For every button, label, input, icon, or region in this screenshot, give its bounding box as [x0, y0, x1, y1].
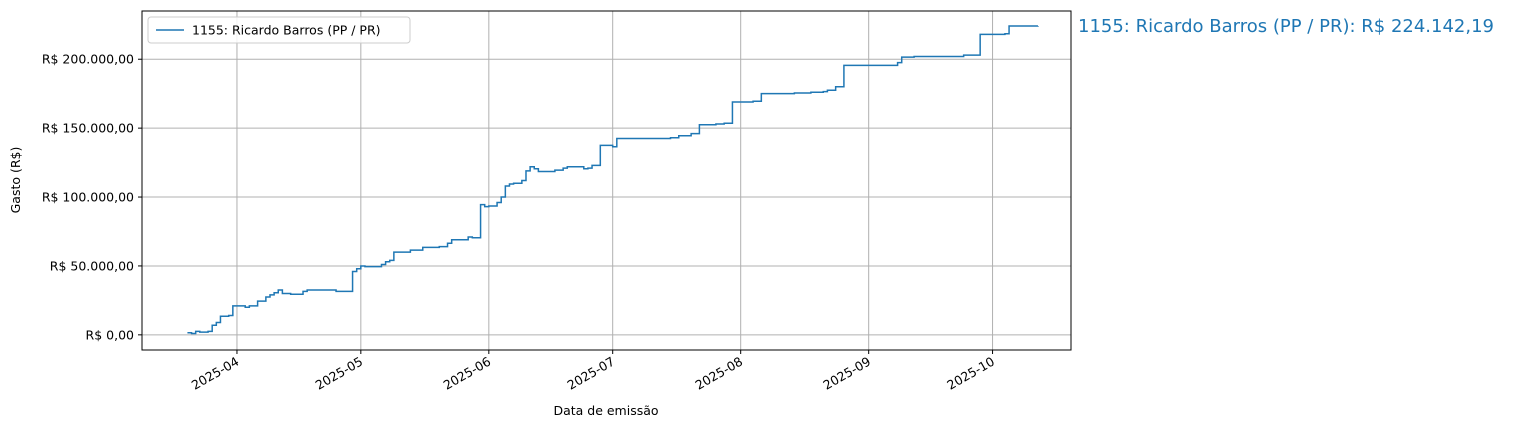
x-tick-label-3: 2025-07 [564, 354, 617, 393]
legend-entry-label: 1155: Ricardo Barros (PP / PR) [192, 23, 381, 38]
x-tick-label-2: 2025-06 [441, 354, 494, 393]
series-layer [187, 25, 1039, 335]
y-tick-label-3: R$ 150.000,00 [42, 121, 134, 136]
y-axis: R$ 0,00 R$ 50.000,00 R$ 100.000,00 R$ 150.0… [42, 52, 142, 342]
legend: 1155: Ricardo Barros (PP / PR) [147, 16, 411, 44]
x-tick-label-0: 2025-04 [189, 354, 242, 393]
y-tick-label-0: R$ 0,00 [86, 327, 134, 342]
x-tick-label-1: 2025-05 [313, 354, 366, 393]
total-annotation: 1155: Ricardo Barros (PP / PR): R$ 224.1… [1078, 16, 1494, 37]
y-tick-label-2: R$ 100.000,00 [42, 190, 134, 205]
series-line-0 [187, 25, 1039, 335]
x-axis-label: Data de emissão [553, 403, 658, 418]
x-axis: 2025-04 2025-05 2025-06 2025-07 2025-08 2025-… [189, 350, 997, 393]
y-tick-label-1: R$ 50.000,00 [50, 258, 134, 273]
y-axis-label: Gasto (R$) [8, 147, 23, 214]
plot-frame [141, 10, 1072, 351]
y-tick-label-4: R$ 200.000,00 [42, 52, 134, 67]
x-tick-label-5: 2025-09 [820, 354, 873, 393]
grid-lines [142, 11, 1071, 350]
x-tick-label-6: 2025-10 [944, 354, 997, 393]
x-tick-label-4: 2025-08 [692, 354, 745, 393]
legend-box [147, 16, 411, 44]
